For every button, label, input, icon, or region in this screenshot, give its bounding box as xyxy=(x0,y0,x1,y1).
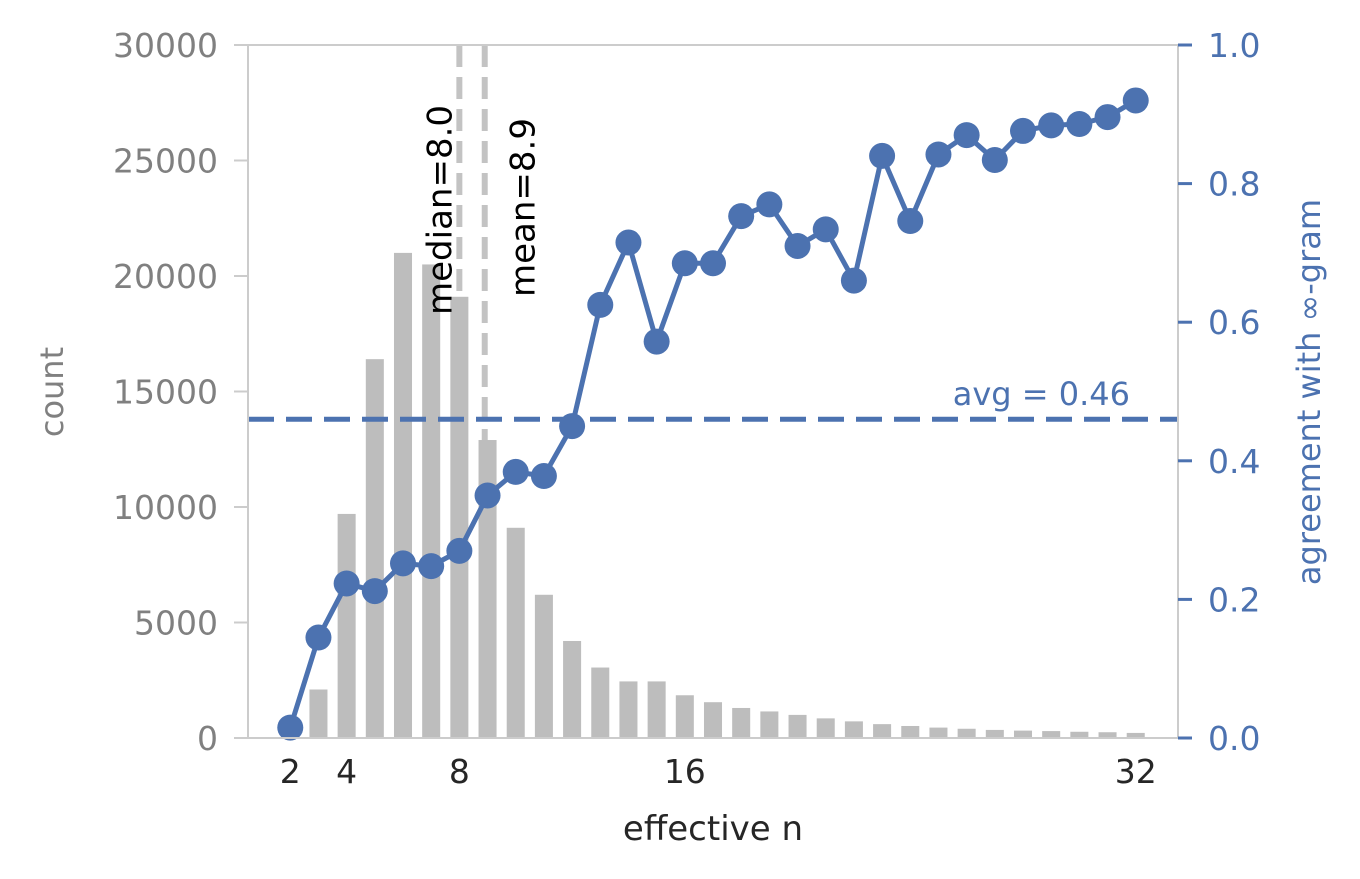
agreement-point xyxy=(1010,117,1036,144)
agreement-point xyxy=(305,624,332,651)
agreement-point xyxy=(812,216,839,243)
agreement-point xyxy=(361,578,388,605)
agreement-point xyxy=(333,570,360,597)
agreement-point xyxy=(897,208,924,235)
histogram-bar xyxy=(365,359,384,738)
histogram-bar xyxy=(703,702,723,738)
left-tick-label: 20000 xyxy=(113,257,218,296)
reference-line-label: median=8.0 xyxy=(420,105,460,315)
histogram-bar xyxy=(929,727,948,738)
histogram-bar xyxy=(1098,732,1117,738)
agreement-point xyxy=(474,482,501,509)
histogram-bar xyxy=(957,728,976,738)
histogram-bar xyxy=(675,695,694,738)
left-tick-label: 15000 xyxy=(113,373,218,412)
right-tick-label: 0.8 xyxy=(1208,165,1260,204)
agreement-point xyxy=(671,250,698,277)
agreement-line xyxy=(287,98,1137,729)
agreement-point xyxy=(277,714,304,741)
histogram-bar xyxy=(732,707,751,738)
x-tick-label: 2 xyxy=(280,752,301,791)
histogram-bar xyxy=(393,252,413,738)
right-tick-label: 0.2 xyxy=(1208,580,1260,619)
histogram-bar xyxy=(337,513,356,738)
agreement-point xyxy=(1122,87,1149,114)
histogram-bar xyxy=(647,681,666,738)
agreement-series xyxy=(277,87,1149,741)
agreement-point xyxy=(615,229,642,256)
agreement-point xyxy=(953,122,980,149)
histogram-bar xyxy=(1126,732,1145,738)
left-tick-label: 25000 xyxy=(113,142,218,181)
histogram-bars xyxy=(281,252,1145,738)
reference-line-label: mean=8.9 xyxy=(504,118,544,297)
right-tick-label: 1.0 xyxy=(1208,26,1260,65)
agreement-point xyxy=(869,142,896,169)
histogram-bar xyxy=(760,711,779,738)
agreement-point xyxy=(1094,104,1121,131)
histogram-bar xyxy=(534,594,553,738)
left-tick-label: 0 xyxy=(197,719,218,758)
histogram-bar xyxy=(985,729,1004,738)
agreement-point xyxy=(390,550,416,577)
histogram-bar xyxy=(844,721,863,738)
histogram-bar xyxy=(1042,731,1061,738)
left-tick-label: 30000 xyxy=(113,26,218,65)
right-tick-label: 0.4 xyxy=(1208,442,1260,481)
histogram-bar xyxy=(506,527,525,738)
x-tick-label: 8 xyxy=(449,752,470,791)
histogram-bar xyxy=(591,667,610,738)
agreement-point xyxy=(728,203,755,230)
agreement-point xyxy=(530,463,557,490)
right-tick-label: 0.0 xyxy=(1208,719,1260,758)
agreement-point xyxy=(559,413,586,440)
left-tick-label: 5000 xyxy=(134,604,218,643)
left-tick-label: 10000 xyxy=(113,488,218,527)
x-tick-label: 32 xyxy=(1115,752,1157,791)
agreement-point xyxy=(1066,111,1093,138)
agreement-point xyxy=(643,328,670,355)
left-ticks: 0 5000 10000 15000 20000 25000 30000 xyxy=(113,26,248,758)
right-ticks: 0.0 0.2 0.4 0.6 0.8 1.0 xyxy=(1178,26,1260,758)
agreement-point xyxy=(446,537,473,564)
histogram-bar xyxy=(901,725,920,738)
histogram-bar xyxy=(422,264,441,738)
histogram-bar xyxy=(619,681,638,738)
histogram-bar xyxy=(563,640,582,738)
histogram-bar xyxy=(788,714,807,738)
histogram-bar xyxy=(1013,730,1033,738)
right-axis-label: agreement with ∞-gram xyxy=(1290,199,1328,585)
average-line-label: avg = 0.46 xyxy=(953,375,1130,413)
right-tick-label: 0.6 xyxy=(1208,303,1260,342)
average-line-group: avg = 0.46 xyxy=(248,375,1178,422)
agreement-point xyxy=(784,232,811,259)
histogram-bar xyxy=(450,296,469,738)
agreement-point xyxy=(502,458,529,485)
x-tick-label: 16 xyxy=(664,752,706,791)
x-axis-label: effective n xyxy=(623,809,803,849)
agreement-point xyxy=(587,291,614,318)
agreement-point xyxy=(1038,112,1065,139)
agreement-point xyxy=(925,141,952,168)
x-tick-label: 4 xyxy=(336,752,357,791)
x-ticks: 2 4 8 16 32 xyxy=(280,752,1157,791)
agreement-point xyxy=(981,147,1008,174)
agreement-point xyxy=(418,553,445,580)
agreement-point xyxy=(756,191,783,218)
left-axis-label: count xyxy=(33,347,71,437)
histogram-bar xyxy=(816,718,835,738)
agreement-point xyxy=(700,250,726,277)
histogram-bar xyxy=(309,689,328,738)
reference-lines: median=8.0 mean=8.9 xyxy=(420,45,544,738)
histogram-bar xyxy=(873,724,892,738)
histogram-bar xyxy=(1070,731,1089,738)
agreement-point xyxy=(840,267,867,294)
